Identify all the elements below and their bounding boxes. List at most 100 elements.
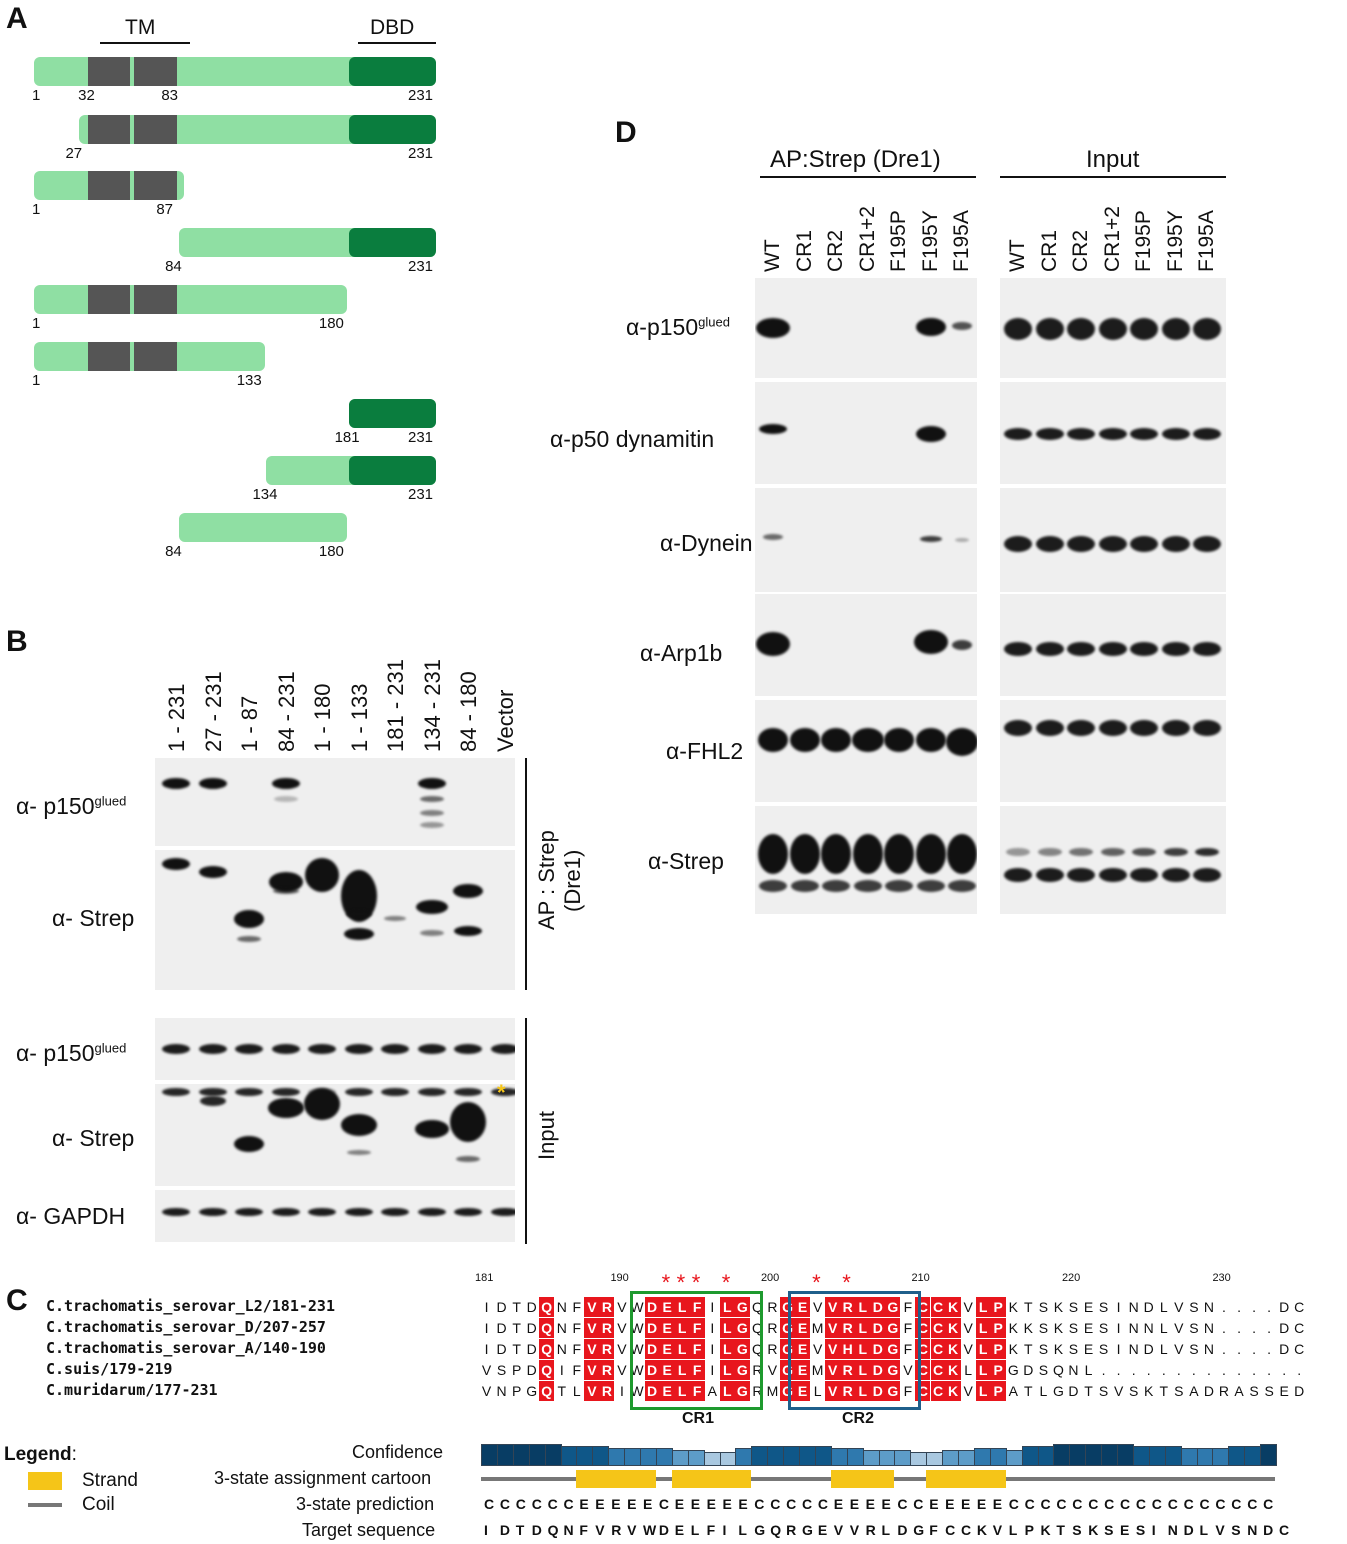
prediction-char: C	[1151, 1496, 1162, 1512]
residue: V	[767, 1362, 778, 1378]
residue: R	[840, 1360, 856, 1380]
target-char: G	[754, 1522, 766, 1538]
band	[1004, 536, 1032, 552]
strand-segment	[926, 1470, 1006, 1488]
band	[419, 930, 444, 936]
residue: V	[617, 1341, 627, 1357]
conserved-star: *	[661, 1270, 671, 1295]
d-blot-ap	[755, 594, 977, 696]
residue: T	[1024, 1341, 1033, 1357]
target-char: D	[897, 1522, 908, 1538]
band	[758, 728, 788, 752]
prediction-char: E	[865, 1496, 875, 1512]
prediction-char: C	[1215, 1496, 1226, 1512]
residue: P	[990, 1381, 1006, 1401]
residue: L	[975, 1339, 991, 1359]
prediction-char: C	[1231, 1496, 1242, 1512]
residue: P	[511, 1362, 522, 1378]
position-label: 83	[161, 87, 178, 104]
residue: C	[930, 1381, 946, 1401]
d-fhl2-label: α-FHL2	[666, 738, 744, 764]
conserved-star: *	[691, 1270, 701, 1295]
band	[1035, 720, 1064, 736]
ap-dre1-label: (Dre1)	[560, 849, 585, 912]
position-label: 87	[156, 201, 173, 218]
residue: T	[512, 1299, 521, 1315]
band	[1130, 536, 1158, 552]
residue: R	[840, 1318, 856, 1338]
residue: V	[825, 1339, 841, 1359]
band	[789, 728, 820, 752]
target-char: E	[1120, 1522, 1130, 1538]
band	[915, 834, 946, 874]
d-arp1b-label: α-Arp1b	[640, 640, 723, 666]
residue: F	[903, 1383, 913, 1399]
d-lane-label-ap: CR1+2	[855, 206, 879, 272]
residue: E	[1083, 1341, 1094, 1357]
b-lane-label: 27 - 231	[200, 671, 226, 752]
band	[344, 1044, 373, 1054]
residue: .	[1237, 1362, 1241, 1378]
residue: .	[1131, 1362, 1136, 1378]
cartoon-label: 3-state assignment cartoon	[214, 1468, 432, 1488]
d-blot-ap	[755, 382, 977, 484]
target-char: K	[1040, 1522, 1051, 1538]
band	[1130, 868, 1158, 882]
prediction-char: C	[817, 1496, 829, 1512]
band	[1004, 642, 1032, 656]
band	[1098, 536, 1127, 552]
residue: F	[572, 1299, 582, 1315]
ruler-number: 200	[760, 1272, 780, 1284]
residue: D	[870, 1297, 886, 1317]
residue: D	[496, 1320, 507, 1336]
residue: L	[719, 1339, 735, 1359]
ruler-number: 210	[911, 1272, 930, 1284]
strand-segment	[671, 1470, 752, 1488]
prediction-char: C	[1040, 1496, 1051, 1512]
band	[344, 1088, 373, 1096]
residue: V	[812, 1299, 823, 1315]
prediction-char: E	[595, 1496, 605, 1512]
residue: K	[1023, 1320, 1033, 1336]
band	[235, 1088, 263, 1096]
target-char: V	[595, 1522, 605, 1538]
band	[304, 1088, 340, 1120]
residue: P	[990, 1339, 1006, 1359]
d-lane-label-ap: F195Y	[918, 210, 942, 272]
residue: S	[1098, 1320, 1109, 1336]
band	[234, 910, 264, 928]
residue: P	[990, 1360, 1006, 1380]
b-input-p150-label: α- p150glued	[16, 1040, 127, 1066]
residue: .	[1267, 1362, 1272, 1378]
sequence-name: C.trachomatis_serovar_L2/181-231	[46, 1297, 335, 1315]
confidence-block	[481, 1444, 498, 1466]
d-lane-label-input: F195A	[1195, 210, 1218, 272]
band	[1067, 868, 1095, 882]
band	[1193, 720, 1221, 736]
confidence-block	[655, 1448, 673, 1466]
residue: L	[719, 1381, 735, 1401]
residue: L	[674, 1360, 690, 1380]
band	[454, 1088, 482, 1096]
prediction-char: C	[1008, 1496, 1019, 1512]
position-label: 231	[408, 87, 434, 104]
residue: D	[526, 1341, 537, 1357]
confidence-block	[973, 1448, 991, 1466]
confidence-block	[942, 1450, 960, 1466]
band	[343, 928, 374, 940]
target-char: I	[484, 1522, 488, 1538]
residue: D	[644, 1297, 660, 1317]
confidence-block	[1196, 1448, 1214, 1466]
band	[162, 1208, 190, 1216]
residue: R	[767, 1320, 778, 1336]
confidence-block	[640, 1448, 657, 1466]
d-ap-header: AP:Strep (Dre1)	[770, 146, 941, 173]
residue: S	[1264, 1383, 1274, 1399]
dbd-label: DBD	[370, 16, 415, 39]
conserved-star: *	[812, 1270, 821, 1295]
residue: R	[767, 1299, 778, 1315]
residue: F	[903, 1299, 913, 1315]
confidence-block	[719, 1452, 737, 1466]
band	[1004, 868, 1032, 882]
residue: .	[1297, 1362, 1302, 1378]
